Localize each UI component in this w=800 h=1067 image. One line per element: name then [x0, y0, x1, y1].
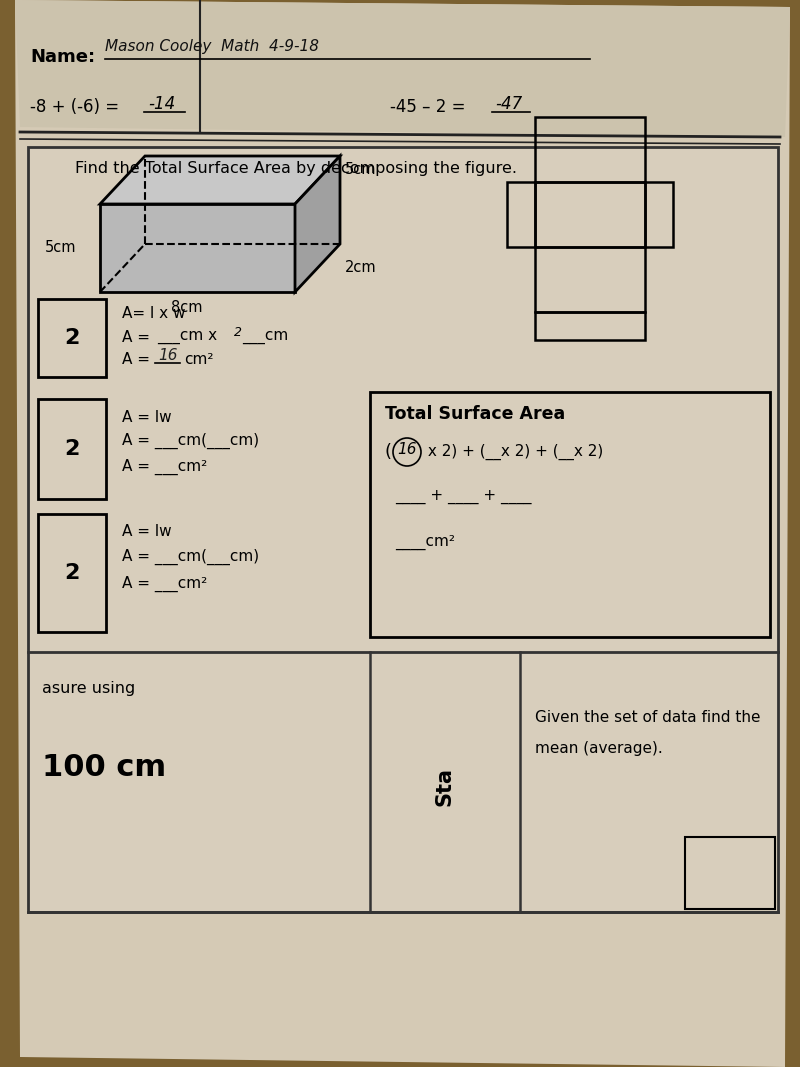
Text: 2cm: 2cm	[345, 260, 377, 275]
Bar	[38, 299, 106, 377]
Text: -8 + (-6) =: -8 + (-6) =	[30, 98, 124, 116]
Text: Given the set of data find the: Given the set of data find the	[535, 710, 761, 724]
Text: ___cm x: ___cm x	[157, 330, 222, 345]
Bar	[685, 837, 775, 909]
Text: 16: 16	[398, 442, 417, 457]
Text: Mason Cooley  Math  4-9-18: Mason Cooley Math 4-9-18	[105, 39, 319, 54]
Text: -47: -47	[495, 95, 522, 113]
Text: cm²: cm²	[184, 351, 214, 366]
Text: -14: -14	[148, 95, 175, 113]
Text: mean (average).: mean (average).	[535, 742, 662, 757]
Polygon shape	[15, 0, 790, 137]
Text: A = ___cm(___cm): A = ___cm(___cm)	[122, 433, 259, 449]
Text: 5cm: 5cm	[345, 162, 377, 177]
Polygon shape	[100, 204, 295, 292]
Text: 16: 16	[158, 348, 178, 363]
Text: Total Surface Area: Total Surface Area	[385, 405, 566, 423]
Text: A = ___cm²: A = ___cm²	[122, 576, 207, 592]
Text: A = ___cm(___cm): A = ___cm(___cm)	[122, 548, 259, 566]
Text: 2: 2	[64, 328, 80, 348]
Text: Find the Total Surface Area by decomposing the figure.: Find the Total Surface Area by decomposi…	[75, 161, 517, 176]
Text: Name:: Name:	[30, 48, 95, 66]
Text: A =: A =	[122, 351, 155, 366]
Text: A = lw: A = lw	[122, 525, 172, 540]
Text: 100 cm: 100 cm	[42, 752, 166, 781]
Text: 2: 2	[64, 439, 80, 459]
Bar	[38, 514, 106, 632]
Text: -45 – 2 =: -45 – 2 =	[390, 98, 470, 116]
Bar	[370, 392, 770, 637]
Bar	[645, 182, 673, 246]
Polygon shape	[100, 156, 340, 204]
Polygon shape	[295, 156, 340, 292]
Polygon shape	[15, 0, 790, 1067]
Text: ____cm²: ____cm²	[395, 535, 455, 550]
Bar	[38, 399, 106, 499]
Text: (: (	[385, 443, 392, 461]
Text: ___cm: ___cm	[242, 330, 288, 345]
Text: Sta: Sta	[435, 767, 455, 807]
Text: asure using: asure using	[42, 682, 135, 697]
Bar	[507, 182, 535, 246]
Text: x 2) + (__x 2) + (__x 2): x 2) + (__x 2) + (__x 2)	[423, 444, 603, 460]
Text: ____ + ____ + ____: ____ + ____ + ____	[395, 490, 531, 505]
Bar	[535, 312, 645, 340]
Text: 8cm: 8cm	[171, 301, 202, 316]
Bar	[535, 182, 645, 246]
Text: 5cm: 5cm	[45, 239, 76, 255]
Text: 2: 2	[64, 563, 80, 583]
Bar	[535, 117, 645, 182]
Text: A = lw: A = lw	[122, 410, 172, 425]
Text: A = ___cm²: A = ___cm²	[122, 459, 207, 475]
Text: A= l x w: A= l x w	[122, 305, 186, 320]
Polygon shape	[28, 147, 778, 912]
Bar	[535, 246, 645, 312]
Text: A =: A =	[122, 330, 155, 345]
Text: 2: 2	[234, 325, 242, 338]
